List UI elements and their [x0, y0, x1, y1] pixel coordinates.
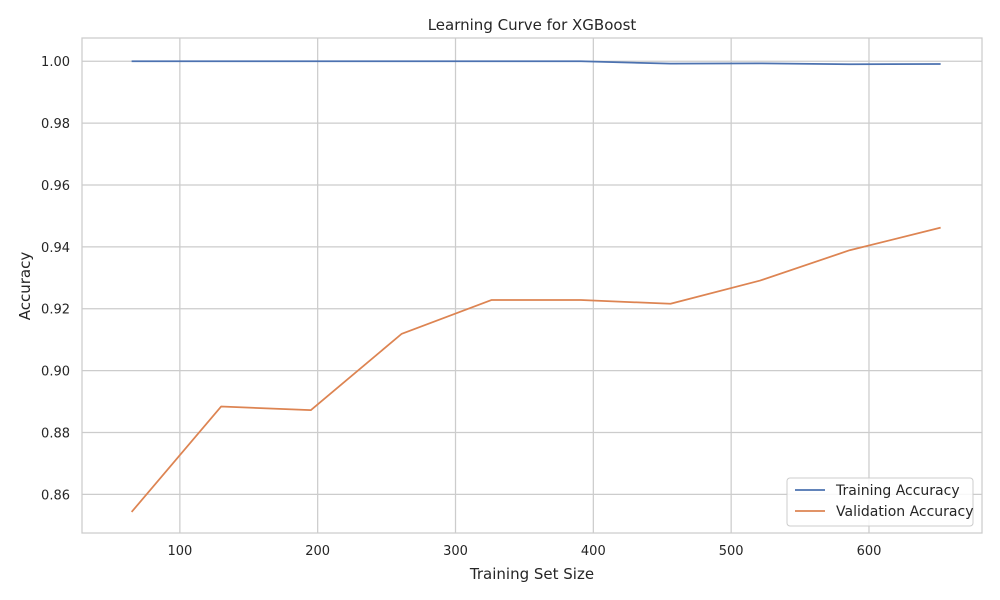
- plot-area: [81, 37, 983, 534]
- y-tick-label: 0.92: [41, 303, 70, 318]
- legend-label-training: Training Accuracy: [835, 483, 960, 499]
- series-lines: [130, 60, 941, 513]
- x-tick-label: 200: [305, 544, 330, 559]
- training-accuracy-line: [131, 60, 941, 66]
- x-tick-label: 100: [167, 544, 192, 559]
- y-tick-label: 0.96: [41, 179, 70, 194]
- x-tick-label: 400: [581, 544, 606, 559]
- y-tick-label: 0.98: [41, 117, 70, 132]
- y-tick-label: 0.86: [41, 488, 70, 503]
- y-tick-label: 0.94: [41, 241, 70, 256]
- validation-accuracy-line: [130, 226, 941, 513]
- x-axis-label: Training Set Size: [469, 565, 594, 583]
- x-tick-label: 500: [719, 544, 744, 559]
- x-tick-label: 600: [857, 544, 882, 559]
- y-tick-label: 1.00: [41, 55, 70, 70]
- legend-label-validation: Validation Accuracy: [836, 504, 974, 520]
- y-axis-label: Accuracy: [16, 252, 34, 321]
- x-tick-labels: 100 200 300 400 500 600: [167, 544, 881, 559]
- legend: Training Accuracy Validation Accuracy: [786, 477, 974, 527]
- y-tick-label: 0.90: [41, 365, 70, 380]
- chart-title: Learning Curve for XGBoost: [428, 16, 637, 34]
- y-tick-label: 0.88: [41, 426, 70, 441]
- y-tick-labels: 0.86 0.88 0.90 0.92 0.94 0.96 0.98 1.00: [41, 55, 70, 503]
- x-tick-label: 300: [443, 544, 468, 559]
- legend-box: [786, 477, 974, 527]
